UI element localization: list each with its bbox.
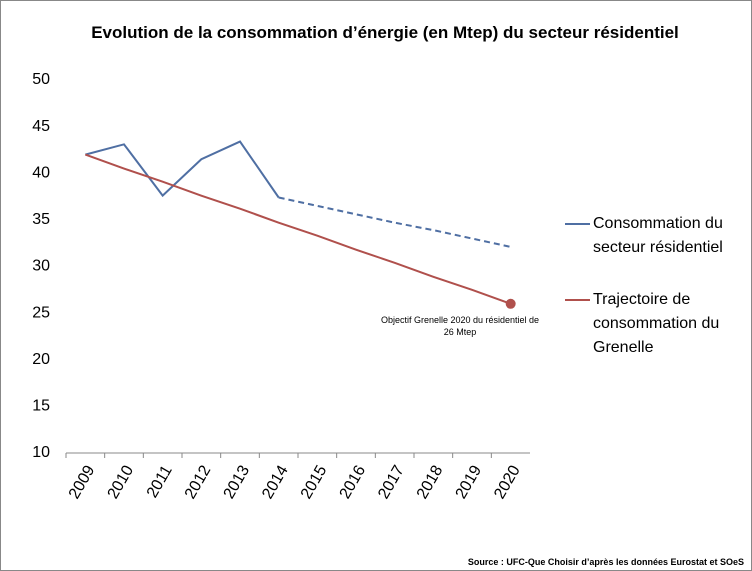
x-tick-label: 2011 [144,463,176,501]
y-tick-label: 25 [32,304,50,321]
series-line [85,140,280,199]
y-tick-label: 10 [32,444,50,461]
x-tick-label: 2014 [259,463,292,502]
legend-label: Consommation du secteur résidentiel [593,215,723,256]
y-tick-label: 45 [32,118,50,135]
series-line [278,196,511,248]
source: Source : UFC-Que Choisir d’après les don… [467,557,744,567]
x-tick-label: 2016 [337,463,370,502]
x-tick-label: 2018 [414,463,447,502]
annotation: Objectif Grenelle 2020 du résidentiel de… [380,315,540,337]
x-tick-label: 2019 [453,463,486,502]
y-tick-label: 15 [32,398,50,415]
x-tick-label: 2015 [298,463,331,502]
y-tick-label: 30 [32,258,50,275]
x-tick-label: 2010 [105,463,138,502]
y-tick-label: 35 [32,211,50,228]
legend-label: Trajectoire de consommation du Grenelle [593,291,720,356]
x-tick-label: 2013 [221,463,254,502]
x-tick-label: 2012 [182,463,215,502]
series-line [84,153,512,305]
x-tick-label: 2020 [491,463,524,502]
x-tick-label: 2017 [375,463,408,502]
end-marker [505,298,516,309]
y-tick-label: 40 [32,164,50,181]
chart-title: Evolution de la consommation d’énergie (… [91,23,679,42]
x-tick-label: 2009 [66,463,99,502]
y-tick-label: 50 [32,71,50,88]
y-tick-label: 20 [32,351,50,368]
